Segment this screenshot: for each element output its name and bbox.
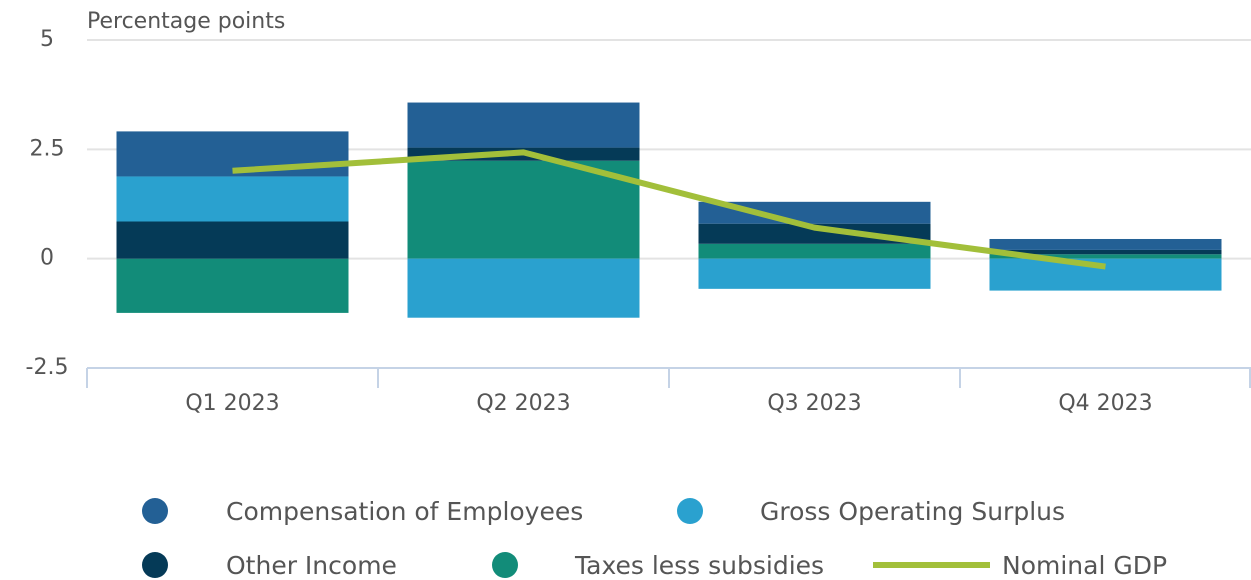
bar — [116, 176, 349, 222]
legend-label: Compensation of Employees — [226, 497, 583, 526]
bar — [407, 160, 640, 259]
bar — [407, 102, 640, 148]
legend-label: Other Income — [226, 551, 397, 580]
bar — [116, 258, 349, 313]
y-tick-label: 2.5 — [30, 136, 65, 161]
x-tick-label: Q1 2023 — [185, 391, 279, 416]
y-tick-label: 5 — [40, 27, 54, 52]
bar — [989, 238, 1222, 250]
bar — [698, 223, 931, 244]
x-tick-label: Q2 2023 — [476, 391, 570, 416]
legend-marker — [492, 552, 518, 578]
bar — [989, 249, 1222, 255]
legend-marker — [677, 498, 703, 524]
bar — [116, 221, 349, 259]
y-axis-label: Percentage points — [87, 9, 285, 34]
y-tick-label: 0 — [40, 246, 54, 271]
legend-label: Taxes less subsidies — [574, 551, 824, 580]
line — [232, 149, 1106, 270]
legend-label: Gross Operating Surplus — [760, 497, 1065, 526]
bar — [989, 258, 1222, 291]
bar — [407, 258, 640, 318]
x-tick-label: Q3 2023 — [767, 391, 861, 416]
x-tick-label: Q4 2023 — [1058, 391, 1152, 416]
bar — [698, 201, 931, 224]
legend-label: Nominal GDP — [1002, 551, 1167, 580]
bar — [698, 258, 931, 289]
legend-marker — [142, 498, 168, 524]
bar — [698, 243, 931, 259]
legend-marker — [142, 552, 168, 578]
y-tick-label: -2.5 — [26, 355, 69, 380]
bar — [989, 254, 1222, 259]
